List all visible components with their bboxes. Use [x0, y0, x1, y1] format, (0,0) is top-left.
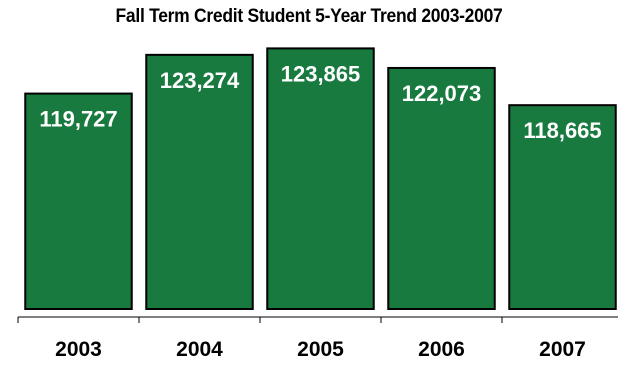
- data-label-2005: 123,865: [281, 61, 361, 86]
- data-label-2003: 119,727: [39, 107, 117, 132]
- x-tick-label-2004: 2004: [176, 338, 223, 361]
- data-label-2006: 122,073: [402, 81, 482, 106]
- x-tick-label-2005: 2005: [297, 338, 344, 361]
- x-tick-label-2003: 2003: [55, 338, 102, 361]
- data-label-2004: 123,274: [160, 68, 240, 93]
- bar-2004: [145, 53, 254, 311]
- bar-2003: [24, 92, 133, 310]
- x-tick-label-2006: 2006: [418, 338, 465, 361]
- bar-2007: [508, 104, 617, 310]
- bar-2005: [266, 47, 375, 311]
- chart-title: Fall Term Credit Student 5-Year Trend 20…: [115, 6, 503, 27]
- bar-2006: [387, 66, 496, 310]
- x-tick-label-2007: 2007: [539, 338, 586, 361]
- data-label-2007: 118,665: [523, 118, 601, 143]
